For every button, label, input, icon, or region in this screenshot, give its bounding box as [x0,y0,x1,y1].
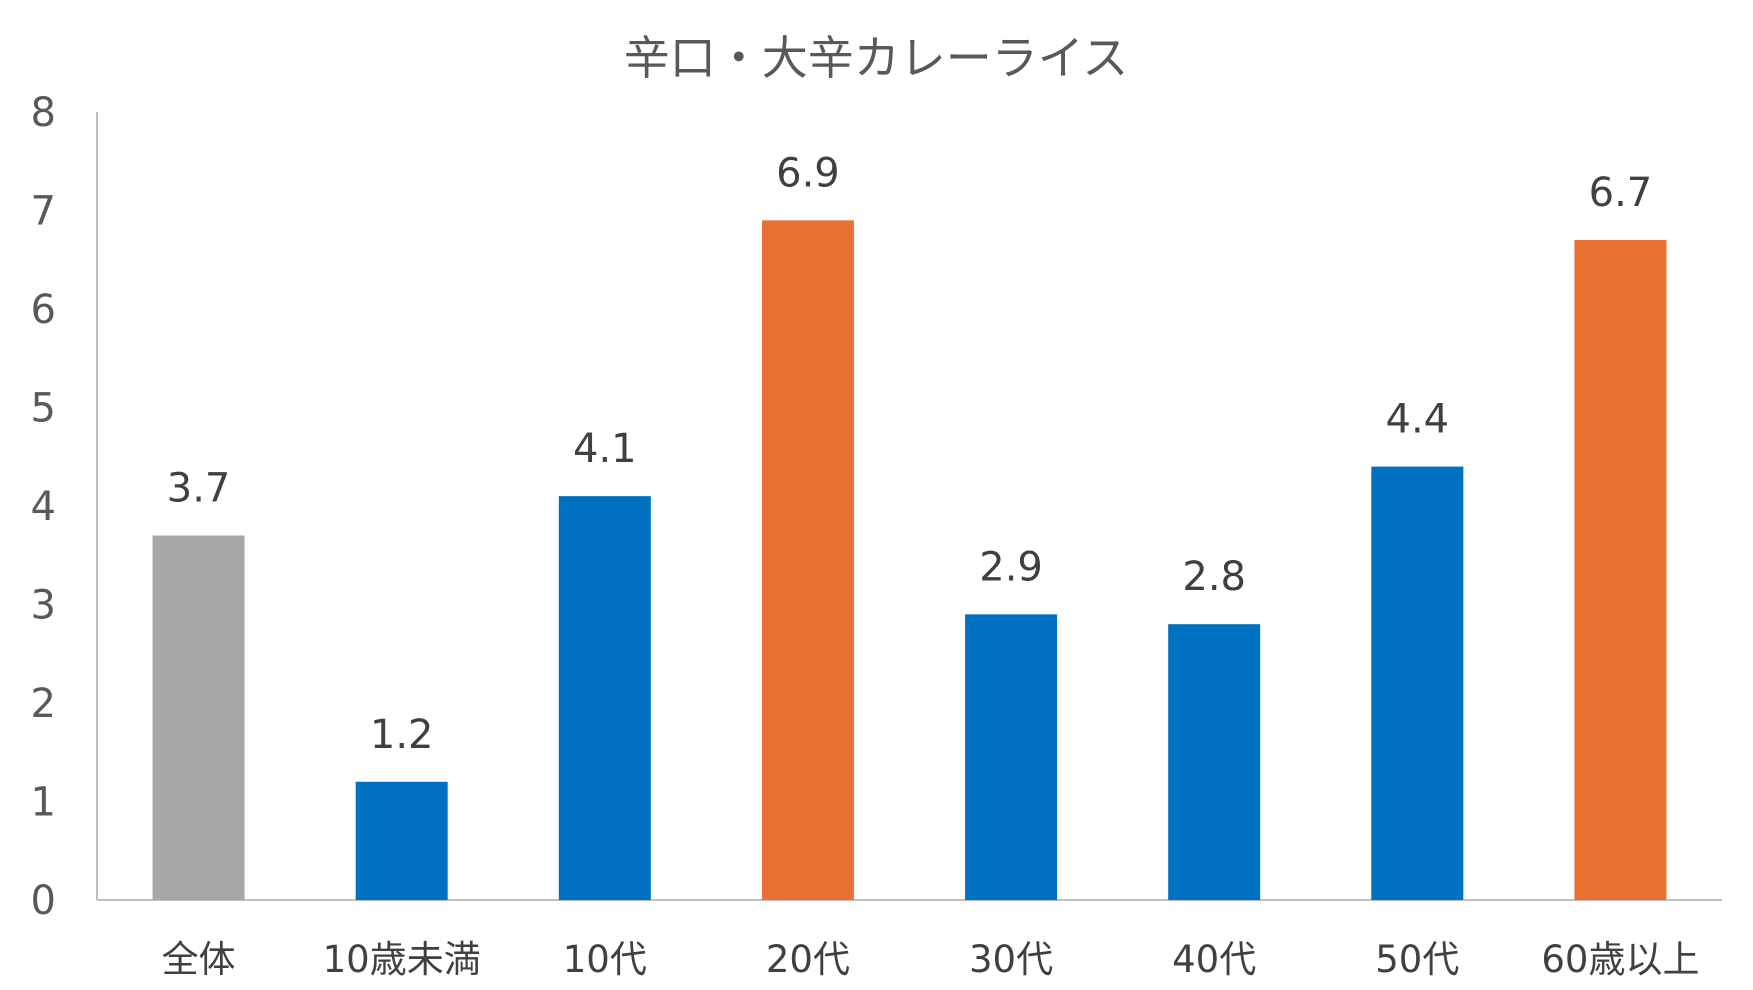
y-tick-label: 3 [31,583,56,629]
data-label: 3.7 [167,466,231,512]
bar [761,220,854,901]
bar [1371,466,1464,900]
data-label: 4.4 [1386,397,1450,443]
bar [152,535,245,900]
y-tick-label: 8 [31,90,56,136]
x-tick-label: 50代 [1375,938,1459,981]
y-tick-label: 6 [31,287,56,333]
data-label: 4.1 [573,426,637,472]
data-label: 6.7 [1589,170,1653,216]
bar [355,781,448,900]
y-tick-label: 7 [31,189,56,235]
data-label: 2.8 [1182,554,1246,600]
x-axis-categories: 全体 10歳未満 10代 20代 30代 40代 50代 60歳以上 [162,938,1700,981]
y-tick-label: 1 [31,780,56,826]
data-label: 2.9 [979,544,1043,590]
bars [152,220,1667,901]
bar [558,496,651,900]
x-tick-label: 60歳以上 [1541,938,1699,981]
x-tick-label: 10歳未満 [323,938,481,981]
y-tick-label: 2 [31,681,56,727]
y-tick-label: 5 [31,386,56,432]
x-tick-label: 40代 [1172,938,1256,981]
data-label: 6.9 [776,150,840,196]
value-labels: 3.7 1.2 4.1 6.9 2.9 2.8 4.4 6.7 [167,150,1653,757]
y-tick-label: 4 [31,484,56,530]
bar [965,614,1058,900]
y-tick-label: 0 [31,878,56,924]
chart-title: 辛口・大辛カレーライス [624,31,1129,85]
x-tick-label: 全体 [162,938,236,981]
x-tick-label: 30代 [969,938,1053,981]
bar [1574,240,1667,901]
x-tick-label: 10代 [563,938,647,981]
x-tick-label: 20代 [766,938,850,981]
data-label: 1.2 [370,712,434,758]
y-axis-ticks: 0 1 2 3 4 5 6 7 8 [31,90,56,924]
bar [1168,624,1261,900]
